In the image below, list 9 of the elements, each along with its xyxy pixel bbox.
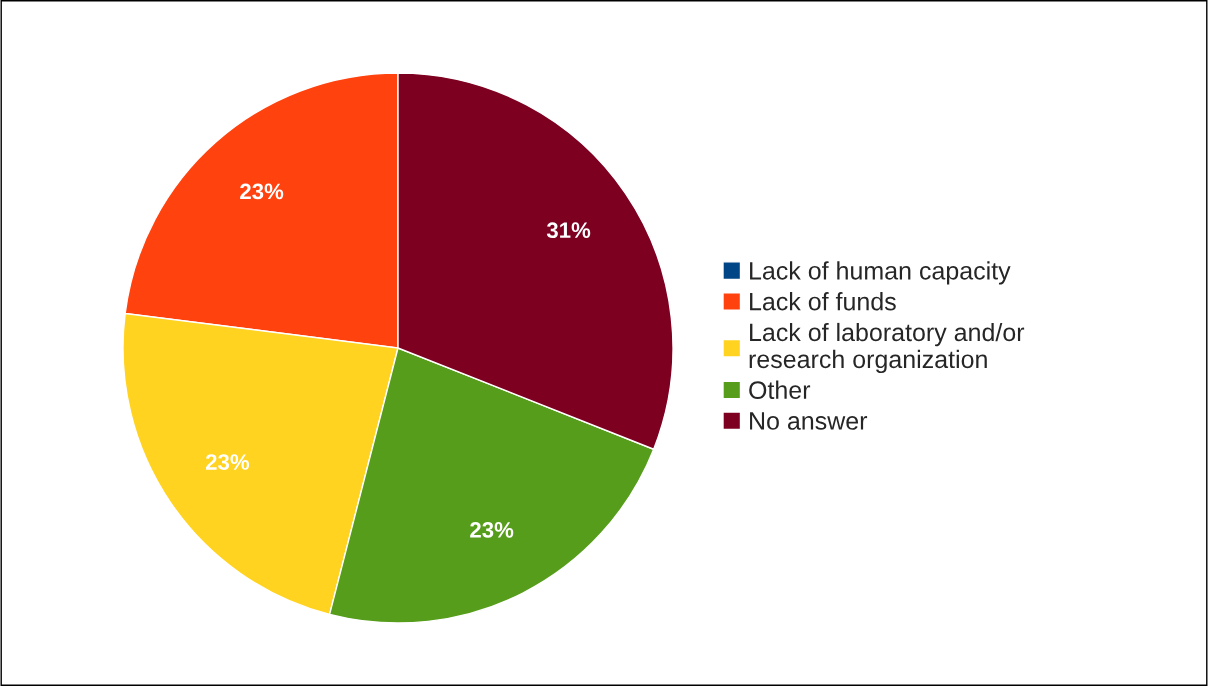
data-label: 23%	[205, 454, 250, 470]
legend-label: Other	[749, 380, 811, 399]
legend-label: Lack of human capacity	[750, 261, 1011, 285]
legend-label: Lack of laboratory and/or research organization	[749, 322, 1025, 374]
data-label: 23%	[470, 522, 514, 538]
data-label: 23%	[240, 183, 284, 200]
data-label: 31%	[546, 222, 591, 239]
legend-label: Lack of funds	[750, 292, 896, 311]
legend-label: No answer	[750, 412, 868, 430]
